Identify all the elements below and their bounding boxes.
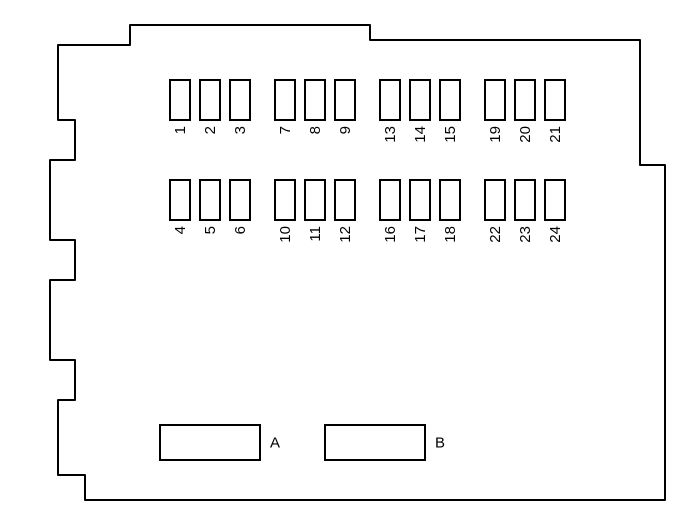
fuse-slot-5 [200, 180, 220, 220]
fuse-label-23: 23 [517, 226, 534, 243]
fuse-box-diagram: A B 123789131415192021456101112161718222… [0, 0, 697, 525]
fuse-label-9: 9 [337, 126, 354, 134]
relay-A-label: A [270, 435, 280, 452]
fuse-label-22: 22 [487, 226, 504, 243]
fuse-slot-13 [380, 80, 400, 120]
fuse-slot-16 [380, 180, 400, 220]
fuse-slot-15 [440, 80, 460, 120]
fuse-slot-7 [275, 80, 295, 120]
fuse-slot-18 [440, 180, 460, 220]
fuse-slot-23 [515, 180, 535, 220]
fuse-label-7: 7 [277, 126, 294, 134]
fuse-slots: 123789131415192021456101112161718222324 [170, 80, 565, 243]
fuse-slot-17 [410, 180, 430, 220]
fuse-label-6: 6 [232, 226, 249, 234]
fuse-slot-19 [485, 80, 505, 120]
fuse-label-2: 2 [202, 126, 219, 134]
fuse-slot-21 [545, 80, 565, 120]
fuse-label-12: 12 [337, 226, 354, 243]
relay-B-label: B [435, 435, 445, 452]
relay-A: A [160, 425, 280, 460]
fuse-label-15: 15 [442, 126, 459, 143]
fuse-label-1: 1 [172, 126, 189, 134]
fuse-slot-1 [170, 80, 190, 120]
fuse-label-21: 21 [547, 126, 564, 143]
fuse-label-14: 14 [412, 126, 429, 143]
fuse-label-8: 8 [307, 126, 324, 134]
fuse-label-17: 17 [412, 226, 429, 243]
fuse-label-10: 10 [277, 226, 294, 243]
fuse-slot-4 [170, 180, 190, 220]
fuse-label-20: 20 [517, 126, 534, 143]
fuse-label-11: 11 [307, 226, 324, 242]
relay-B-box [325, 425, 425, 460]
fuse-slot-22 [485, 180, 505, 220]
fuse-slot-11 [305, 180, 325, 220]
fuse-slot-24 [545, 180, 565, 220]
fuse-label-18: 18 [442, 226, 459, 243]
fuse-slot-8 [305, 80, 325, 120]
fuse-label-4: 4 [172, 226, 189, 234]
fuse-label-24: 24 [547, 226, 564, 243]
fuse-slot-6 [230, 180, 250, 220]
fuse-label-5: 5 [202, 226, 219, 234]
fuse-slot-14 [410, 80, 430, 120]
fuse-slot-2 [200, 80, 220, 120]
fuse-slot-10 [275, 180, 295, 220]
fuse-slot-12 [335, 180, 355, 220]
fuse-slot-9 [335, 80, 355, 120]
fuse-label-16: 16 [382, 226, 399, 243]
panel-outline [50, 25, 665, 500]
relay-A-box [160, 425, 260, 460]
fuse-label-3: 3 [232, 126, 249, 134]
fuse-slot-20 [515, 80, 535, 120]
fuse-slot-3 [230, 80, 250, 120]
fuse-label-19: 19 [487, 126, 504, 143]
fuse-label-13: 13 [382, 126, 399, 143]
relay-B: B [325, 425, 445, 460]
